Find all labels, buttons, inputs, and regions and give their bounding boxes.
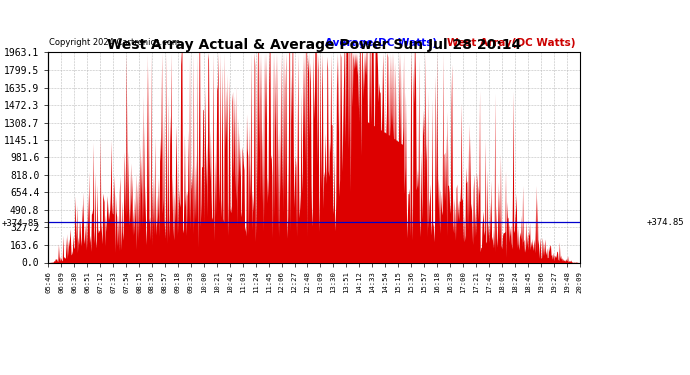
Text: Copyright 2024 Cartronics.com: Copyright 2024 Cartronics.com (49, 38, 180, 47)
Text: +374.85: +374.85 (647, 218, 684, 227)
Text: Average(DC Watts): Average(DC Watts) (324, 38, 437, 48)
Text: West Array(DC Watts): West Array(DC Watts) (447, 38, 575, 48)
Title: West Array Actual & Average Power Sun Jul 28 20:14: West Array Actual & Average Power Sun Ju… (107, 39, 521, 53)
